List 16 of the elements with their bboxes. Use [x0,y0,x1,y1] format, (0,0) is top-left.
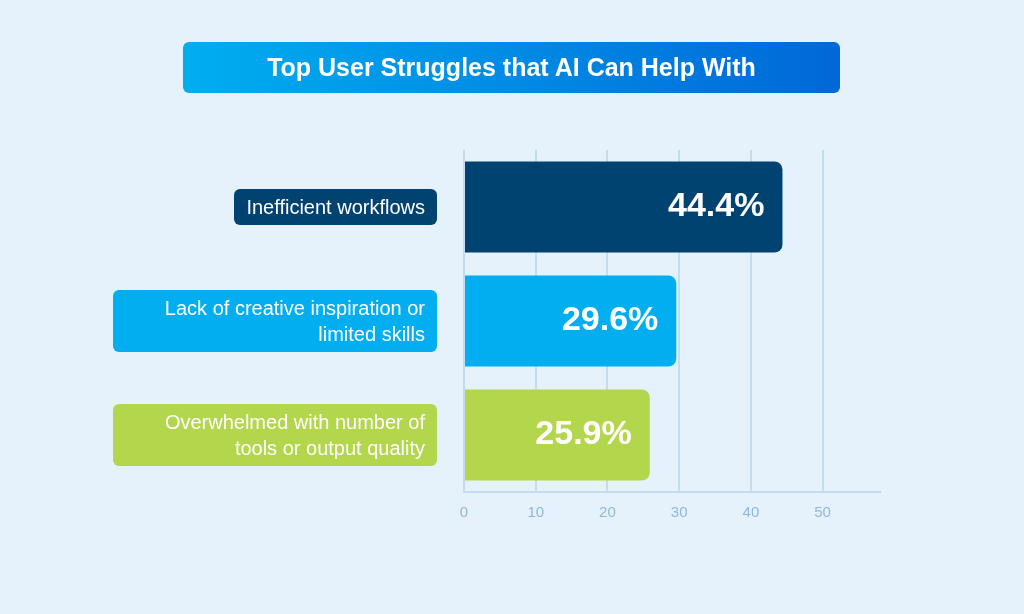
y-tick-label: Inefficient workflows [234,189,437,225]
x-tick-label: 0 [459,503,469,521]
data-label: 29.6% [561,299,659,338]
bar [465,275,677,367]
x-tick-label: 10 [527,503,545,521]
bar [465,161,783,253]
y-tick-label: Lack of creative inspiration or limited skills [113,290,437,352]
x-tick-label: 50 [814,503,831,521]
bar [465,389,650,481]
x-tick-label: 30 [670,503,688,521]
x-tick-label: 20 [599,503,616,521]
x-tick-label: 40 [742,503,760,521]
data-label: 25.9% [535,413,632,452]
chart-title: Top User Struggles that AI Can Help With [183,42,840,93]
data-label: 44.4% [668,185,765,224]
y-tick-label: Overwhelmed with number of tools or output quality [113,404,437,466]
